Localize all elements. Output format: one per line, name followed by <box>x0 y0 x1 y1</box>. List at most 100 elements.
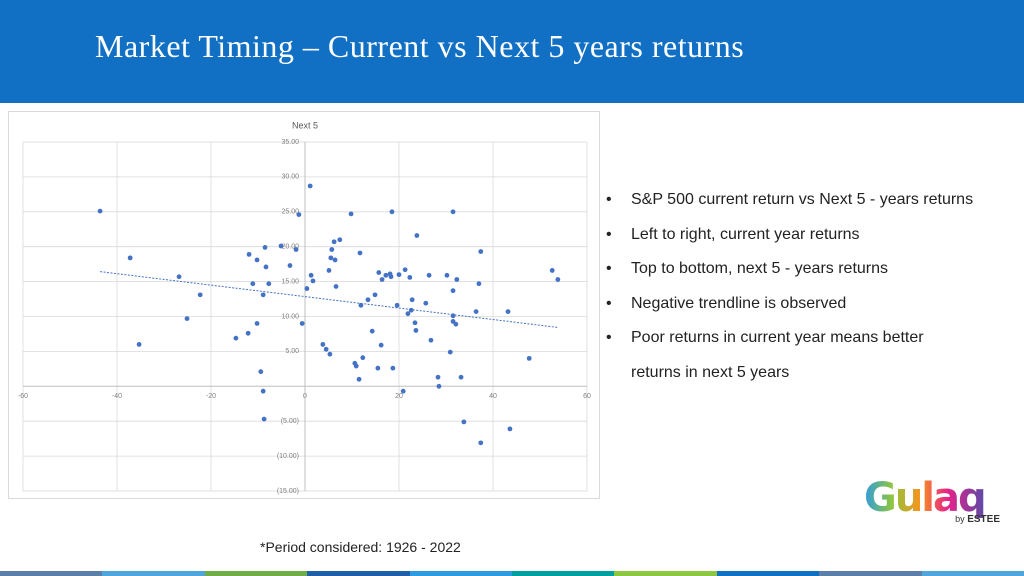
bullet: Poor returns in current year means bette… <box>606 321 971 390</box>
x-tick-label: 60 <box>583 393 591 400</box>
point <box>184 316 190 321</box>
chart-title: Next 5 <box>292 120 318 130</box>
point <box>444 272 450 278</box>
point <box>299 321 305 326</box>
point <box>97 208 103 214</box>
point <box>261 416 267 422</box>
x-tick-label: 40 <box>489 393 497 400</box>
point <box>296 212 302 217</box>
point <box>450 209 456 215</box>
point <box>450 313 456 319</box>
logo-tagline-brand: ESTEE <box>967 514 1000 525</box>
point <box>326 268 332 273</box>
point <box>331 239 337 245</box>
point <box>478 249 484 254</box>
point <box>328 255 334 261</box>
point <box>263 264 269 270</box>
point <box>396 272 402 278</box>
point <box>323 346 329 352</box>
point <box>245 330 251 336</box>
point <box>402 267 408 273</box>
point <box>332 257 338 263</box>
logo-tagline-prefix: by <box>955 514 965 524</box>
y-tick-label: 5.00 <box>285 348 299 355</box>
y-tick-label: 25.00 <box>281 209 299 216</box>
slide-title: Market Timing – Current vs Next 5 years … <box>95 28 745 64</box>
point <box>555 277 561 282</box>
point <box>365 297 371 303</box>
point <box>262 244 268 250</box>
point <box>278 243 284 249</box>
point <box>405 311 411 317</box>
point <box>287 263 293 268</box>
point <box>348 211 354 217</box>
point <box>426 272 432 278</box>
point <box>127 255 133 261</box>
footnote: *Period considered: 1926 - 2022 <box>260 539 461 555</box>
point <box>436 383 442 389</box>
x-tick-label: -40 <box>112 393 122 400</box>
point <box>476 281 482 287</box>
point <box>250 281 256 287</box>
point <box>308 272 314 278</box>
point <box>233 335 239 341</box>
point <box>450 288 456 294</box>
x-tick-label: 20 <box>395 393 403 400</box>
point <box>379 277 385 282</box>
point <box>473 309 479 315</box>
logo: Gulaq by ESTEE <box>864 478 1004 528</box>
point <box>369 328 375 334</box>
logo-tagline: by ESTEE <box>955 514 1000 525</box>
trendline <box>100 271 558 328</box>
point <box>337 237 343 243</box>
point <box>507 426 513 432</box>
header: Market Timing – Current vs Next 5 years … <box>0 0 1024 103</box>
y-tick-label: 10.00 <box>281 313 299 320</box>
point <box>428 337 434 343</box>
y-tick-label: 15.00 <box>281 278 299 285</box>
point <box>260 388 266 394</box>
point <box>356 376 362 382</box>
point <box>254 321 260 326</box>
y-tick-label: 20.00 <box>281 244 299 251</box>
point <box>378 342 384 348</box>
y-tick-label: (10.00) <box>277 453 299 460</box>
point <box>453 321 459 327</box>
point <box>372 292 378 298</box>
point <box>320 342 326 347</box>
point <box>390 365 396 371</box>
point <box>176 274 182 280</box>
point <box>329 247 335 252</box>
point <box>414 233 420 238</box>
point <box>307 183 313 189</box>
point <box>260 292 266 298</box>
point <box>407 275 413 280</box>
y-tick-label: 35.00 <box>281 139 299 146</box>
bullet: S&P 500 current return vs Next 5 - years… <box>606 183 973 218</box>
point <box>388 274 394 280</box>
point <box>254 257 260 263</box>
point <box>293 247 299 252</box>
point <box>478 440 484 446</box>
point <box>197 292 203 298</box>
point <box>408 307 414 313</box>
point <box>454 277 460 282</box>
point <box>353 363 359 369</box>
point <box>304 286 310 291</box>
point <box>447 349 453 355</box>
y-tick-label: (5.00) <box>281 418 299 425</box>
point <box>505 309 511 315</box>
point <box>526 355 532 361</box>
point <box>394 302 400 308</box>
point <box>358 302 364 308</box>
point <box>266 281 272 287</box>
point <box>413 328 419 333</box>
bullet: Left to right, current year returns <box>606 218 973 253</box>
point <box>333 284 339 289</box>
point <box>310 278 316 284</box>
bullet-list: S&P 500 current return vs Next 5 - years… <box>606 183 973 390</box>
point <box>376 270 382 275</box>
bullet: Negative trendline is observed <box>606 287 973 322</box>
point <box>435 374 441 380</box>
